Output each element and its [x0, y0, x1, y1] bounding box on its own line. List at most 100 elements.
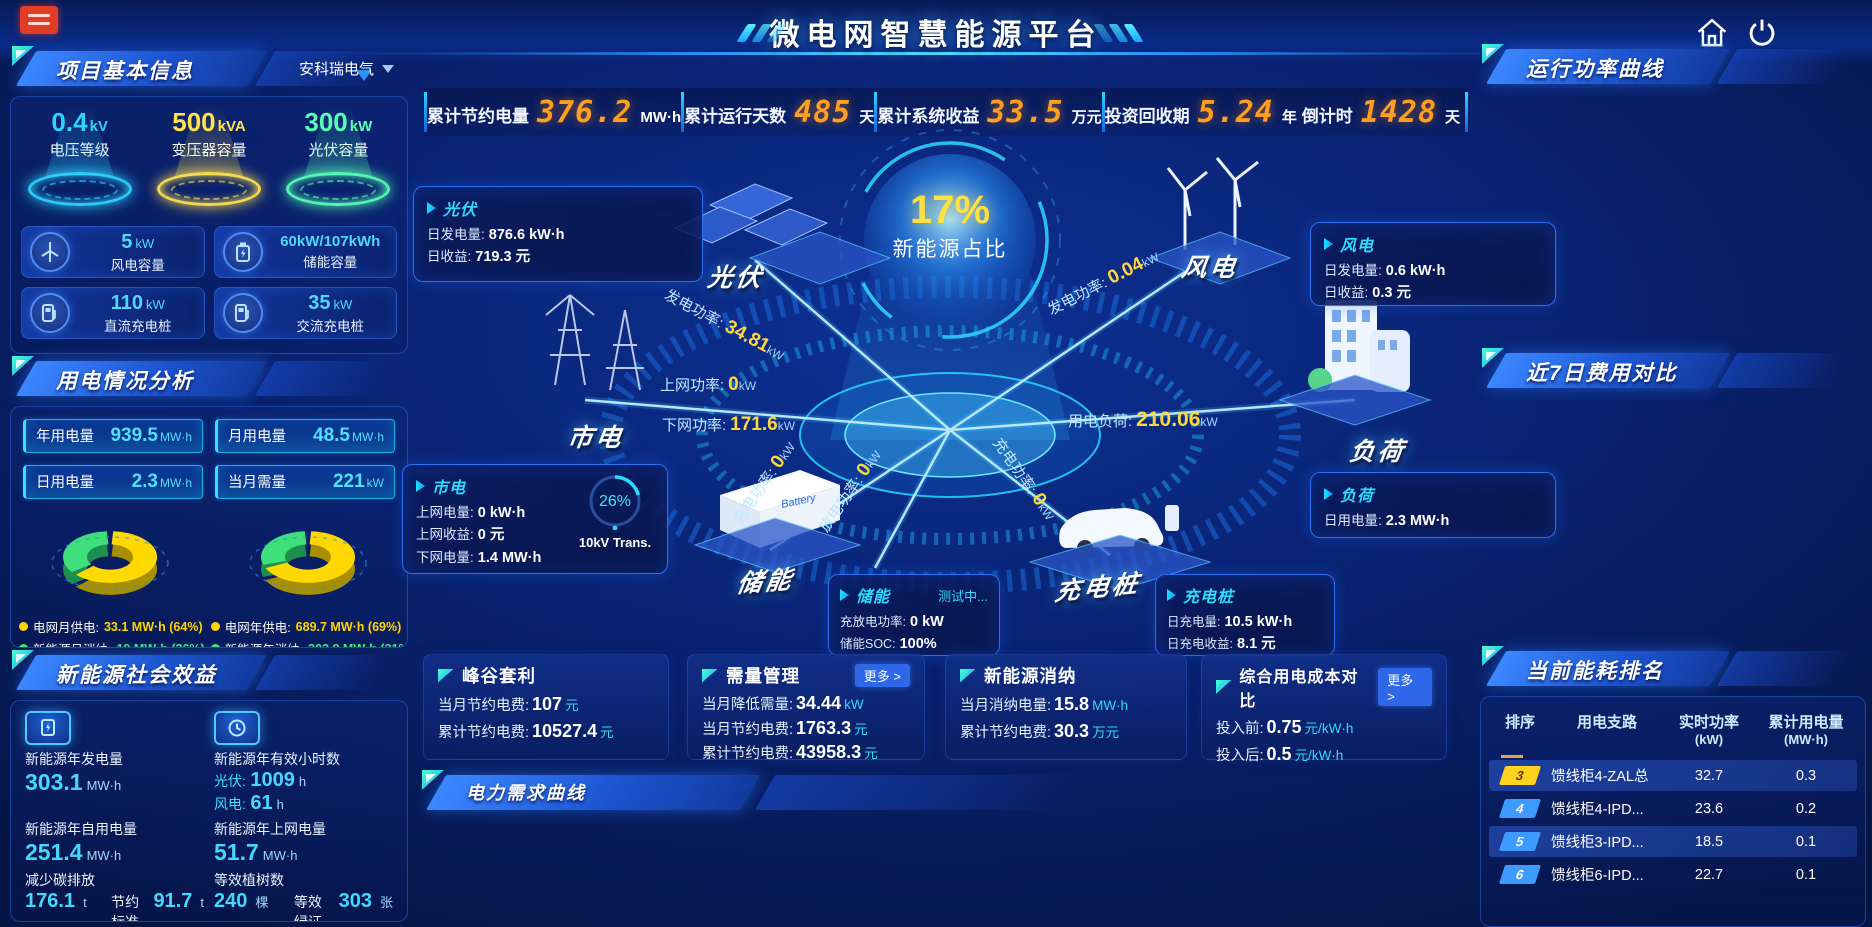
table-row[interactable]: 5 馈线柜3-IPD... 18.5 0.1 — [1489, 826, 1857, 857]
alarm-icon[interactable] — [20, 6, 58, 34]
table-header: 排序 用电支路 实时功率 (kW) 累计用电量 (MW·h) — [1504, 714, 1844, 747]
stat-year-usage: 年用电量 939.5 MW·h — [23, 419, 203, 453]
stat-saved-energy: 累计节约电量 376.2 MW·h — [427, 94, 682, 130]
panel-ranking-header: 当前能耗排名 — [1480, 646, 1866, 690]
panel-demand-curve: 电力需求曲线 kW 优化前优化后 2502001501005000:0000:4… — [420, 770, 1466, 927]
battery-icon — [222, 232, 263, 272]
charger-icon — [222, 293, 263, 333]
flow-draw-power: 下网功率: 171.6kW — [662, 414, 796, 435]
infobox-charger: 充电桩 日充电量: 10.5 kW·h 日充电收益: 8.1 元 — [1155, 574, 1335, 656]
title-deco-right — [1078, 24, 1144, 42]
benefit-annual-generation: 新能源年发电量 303.1 MW·h — [25, 709, 204, 815]
panel-title: 当前能耗排名 — [1526, 660, 1664, 683]
home-icon[interactable] — [1694, 16, 1730, 50]
generation-icon — [25, 711, 71, 745]
stat-day-usage: 日用电量 2.3 MW·h — [23, 465, 203, 499]
title-deco-left — [736, 24, 802, 42]
device-dc-charger: 110 kW 直流充电桩 — [21, 287, 205, 339]
device-wind: 5 kW 风电容量 — [21, 226, 205, 278]
card-demand-management: 需量管理 更多 > 当月降低需量: 34.44 kW 当月节约电费: 1763.3 元 … — [687, 654, 925, 762]
card-renewable-consumption: 新能源消纳 当月消纳电量: 15.8 MW·h 累计节约电费: 30.3 万元 — [945, 654, 1187, 760]
infobox-load: 负荷 日用电量: 2.3 MW·h — [1310, 472, 1556, 538]
benefit-annual-hours: 新能源年有效小时数 光伏: 1009 h 风电: 61 h — [214, 709, 393, 815]
device-storage: 60kW/107kWh 储能容量 — [213, 226, 397, 278]
stat-payback: 投资回收期 5.24 年 — [1104, 94, 1297, 130]
card-peak-valley-arbitrage: 峰谷套利 当月节约电费: 107 元 累计节约电费: 10527.4 元 — [423, 654, 669, 760]
transformer-gauge: 26% 10kV Trans. — [576, 472, 654, 569]
node-label-wind: 风电 — [1179, 254, 1240, 282]
device-ac-charger: 35 kW 交流充电桩 — [213, 287, 397, 339]
scroll-indicator — [1501, 755, 1523, 758]
panel-cost-header: 近7日费用对比 — [1480, 348, 1866, 392]
panel-title: 用电情况分析 — [56, 370, 194, 393]
benefit-coal-label: 节约标准煤 — [111, 894, 140, 922]
corner-flag-icon — [960, 668, 976, 683]
table-row[interactable]: 4 馈线柜4-IPD... 23.6 0.2 — [1489, 793, 1857, 824]
panel-usage-header: 用电情况分析 — [10, 356, 408, 400]
corner-flag-icon — [438, 668, 454, 683]
more-button[interactable]: 更多 > — [854, 664, 910, 687]
energy-flow-visualization: Battery 17% 新能源占比 光伏 风电 市电 负荷 储能 充电桩 发电功… — [420, 100, 1480, 675]
legend-renewable-year: 新能源年消纳:303.8 MW·h (31%) — [210, 639, 407, 647]
year-energy-donut — [249, 531, 367, 595]
flow-load-power: 用电负荷: 210.06kW — [1068, 408, 1218, 431]
arrow-icon — [1324, 488, 1333, 500]
legend-grid-year: 电网年供电: 689.7 MW·h (69%) — [210, 617, 407, 636]
panel-title: 项目基本信息 — [56, 60, 194, 83]
rank-badge: 4 — [1489, 799, 1551, 818]
panel-title: 电力需求曲线 — [466, 783, 586, 803]
rank-badge: 5 — [1489, 832, 1551, 851]
table-row[interactable]: 3 馈线柜4-ZAL总 32.7 0.3 — [1489, 760, 1857, 791]
stat-countdown: 倒计时 1428 天 — [1301, 94, 1461, 130]
cone-transformer: 500 kVA 变压器容量 — [144, 106, 273, 214]
arrow-icon — [427, 202, 436, 214]
stat-month-demand: 当月需量 221 kW — [215, 465, 395, 499]
arrow-icon — [416, 480, 425, 492]
energy-flow-rings: Battery — [545, 129, 1432, 594]
kpi-bar: 累计节约电量 376.2 MW·h 累计运行天数 485 天 累计系统收益 33.5 万元 … — [424, 88, 1468, 136]
panel-title: 新能源社会效益 — [56, 664, 217, 687]
benefit-self-use: 新能源年自用电量 251.4 MW·h — [25, 821, 137, 865]
node-label-storage: 储能 — [734, 565, 797, 599]
transformer-gauge-ring — [589, 475, 641, 531]
cone-voltage: 0.4 kV 电压等级 — [15, 106, 144, 214]
wind-turbine-icon — [30, 232, 70, 272]
wind-turbines-art — [1148, 157, 1292, 285]
storage-status-tag: 测试中... — [938, 588, 988, 604]
node-label-pv: 光伏 — [705, 264, 766, 292]
infobox-wind: 风电 日发电量: 0.6 kW·h 日收益: 0.3 元 — [1310, 222, 1556, 306]
chevron-down-icon — [382, 64, 394, 79]
panel-title: 近7日费用对比 — [1526, 362, 1678, 385]
benefit-to-grid: 新能源年上网电量 51.7 MW·h — [214, 821, 326, 865]
renewable-ratio-gauge: 17% 新能源占比 — [892, 188, 1008, 261]
panel-title: 运行功率曲线 — [1526, 58, 1664, 81]
company-select[interactable]: 安科瑞电气 — [299, 58, 394, 79]
storage-container-art: Battery — [693, 470, 862, 573]
more-button[interactable]: 更多 > — [1378, 668, 1432, 706]
node-label-grid: 市电 — [565, 424, 626, 452]
legend-grid-month: 电网月供电: 33.1 MW·h (64%) — [19, 617, 205, 636]
panel-project-info: 项目基本信息 安科瑞电气 0.4 kV 电压等级 500 kVA 变压器容量 300… — [10, 46, 408, 354]
panel-demand-header: 电力需求曲线 — [420, 770, 1466, 814]
stat-revenue: 累计系统收益 33.5 万元 — [877, 94, 1102, 130]
arrow-icon — [1167, 589, 1176, 601]
benefit-certs-label: 等效绿证数 — [293, 894, 322, 922]
power-icon[interactable] — [1744, 16, 1780, 50]
table-row[interactable]: 6 馈线柜6-IPD... 22.7 0.1 — [1489, 859, 1857, 890]
infobox-grid: 市电 上网电量: 0 kW·h 上网收益: 0 元 下网电量: 1.4 MW·h 26… — [402, 464, 668, 574]
node-label-load: 负荷 — [1347, 438, 1408, 466]
panel-usage-analysis: 用电情况分析 年用电量 939.5 MW·h 月用电量 48.5 MW·h 日用电量 2.… — [10, 356, 408, 648]
legend-renewable-month: 新能源月消纳:19 MW·h (36%) — [19, 639, 205, 647]
panel-energy-ranking: 当前能耗排名 排序 用电支路 实时功率 (kW) 累计用电量 (MW·h) 3 馈线… — [1480, 646, 1866, 927]
corner-flag-icon — [1216, 680, 1232, 694]
corner-flag-icon — [702, 668, 718, 683]
infobox-pv: 光伏 日发电量: 876.6 kW·h 日收益: 719.3 元 — [413, 186, 703, 282]
panel-project-header: 项目基本信息 安科瑞电气 — [10, 46, 408, 90]
flow-feed-in-power: 上网功率: 0kW — [660, 374, 757, 395]
grid-towers-art — [545, 294, 644, 391]
benefit-co2: 减少碳排放 176.1t 节约标准煤 91.7t — [25, 870, 204, 922]
charger-icon — [30, 293, 70, 333]
load-building-art — [1278, 300, 1432, 426]
stat-run-days: 累计运行天数 485 天 — [684, 94, 875, 130]
